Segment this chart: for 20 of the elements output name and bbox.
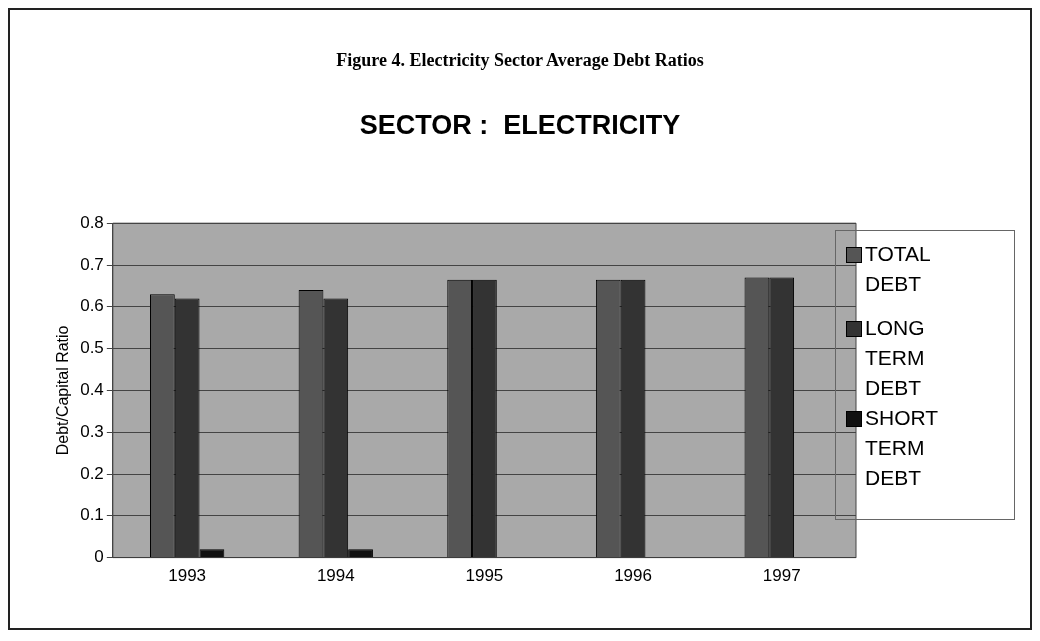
y-tick-label: 0.5 <box>80 338 104 358</box>
chart-title: Figure 4. Electricity Sector Average Debt Ratios <box>335 50 705 71</box>
legend-label: SHORT TERM DEBT <box>865 405 939 491</box>
y-tick-label: 0.7 <box>80 254 104 274</box>
legend-label: TOTAL DEBT <box>865 241 931 297</box>
y-tick-label: 0.8 <box>80 212 104 232</box>
chart-subtitle: SECTOR : ELECTRICITY <box>358 110 682 141</box>
legend-label: LONG TERM DEBT <box>865 315 926 401</box>
x-tick-label: 1994 <box>316 566 355 586</box>
y-tick-label: 0.4 <box>80 380 104 400</box>
y-tick-label: 0.6 <box>80 296 104 316</box>
y-tick-label: 0.2 <box>80 463 104 483</box>
y-tick-label: 0.1 <box>80 505 104 525</box>
x-tick-label: 1997 <box>762 566 801 586</box>
y-axis-title: Debt/Capital Ratio <box>54 325 72 456</box>
x-tick-label: 1995 <box>465 566 504 586</box>
x-tick-label: 1996 <box>614 566 652 586</box>
y-tick-label: 0.3 <box>80 421 104 441</box>
x-tick-label: 1993 <box>168 566 207 586</box>
y-tick-label: 0 <box>94 547 104 567</box>
